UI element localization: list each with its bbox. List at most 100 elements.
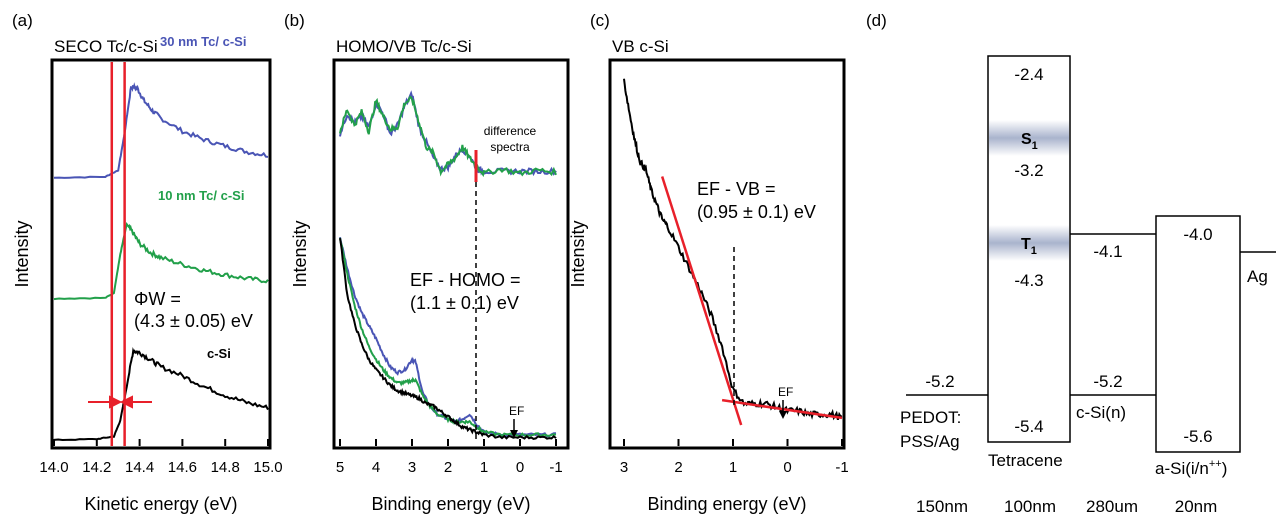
asi-name-superscript: ++ (1209, 458, 1222, 470)
panel-c-x-ticks: 3 2 1 0 -1 (620, 439, 849, 476)
panel-b-annotation-line1: EF - HOMO = (410, 270, 521, 290)
panel-a-series-line-2 (53, 346, 269, 442)
panel-b-x-tick-label: 4 (372, 459, 380, 476)
panel-b-ef-label: EF (509, 404, 524, 418)
t1-subscript: 1 (1031, 245, 1037, 257)
tetracene-level-t1: -4.3 (1014, 271, 1043, 290)
tetracene-s1-band (989, 120, 1069, 156)
panel-c-label: (c) (590, 11, 610, 30)
panel-b-difference-label-2: spectra (490, 140, 530, 154)
panel-a-x-tick-label: 14.4 (125, 459, 154, 476)
panel-b: (b) HOMO/VB Tc/c-Si Intensity Binding en… (284, 11, 570, 514)
asi-name-close: ) (1222, 459, 1228, 478)
panel-b-x-tick-label: -1 (549, 459, 562, 476)
panel-b-xlabel: Binding energy (eV) (371, 494, 530, 514)
panel-b-annotation-line2: (1.1 ± 0.1) eV (410, 293, 519, 313)
panel-b-label: (b) (284, 11, 305, 30)
panel-a-x-tick-label: 14.0 (39, 459, 68, 476)
panel-a-x-ticks: 14.0 14.2 14.4 14.6 14.8 15.0 (39, 439, 283, 476)
panel-a-x-tick-label: 14.6 (168, 459, 197, 476)
asi-name: a-Si(i/n++) (1155, 458, 1227, 478)
panel-d-label: (d) (866, 11, 887, 30)
panel-c-series (623, 78, 843, 426)
panel-a-series-line-0 (53, 82, 269, 179)
panel-c-x-tick-label: 0 (783, 459, 791, 476)
panel-b-x-tick-label: 0 (516, 459, 524, 476)
thickness-csi: 280um (1086, 497, 1138, 516)
tetracene-s1-label: S1 (1021, 131, 1038, 152)
tetracene-t1-band (989, 225, 1069, 261)
panel-a-legend-30nm: 30 nm Tc/ c-Si (160, 34, 246, 49)
thickness-pedot: 150nm (916, 497, 968, 516)
pedot-level-label: -5.2 (925, 372, 954, 391)
tetracene-level-bottom: -5.4 (1014, 417, 1043, 436)
panel-d: (d) -5.2 PEDOT: PSS/Ag -2.4 S1 -3.2 T1 -… (866, 11, 1276, 516)
tetracene-level-top: -2.4 (1014, 65, 1043, 84)
thickness-asi: 20nm (1175, 497, 1218, 516)
csi-level-top-label: -4.1 (1093, 242, 1122, 261)
pedot-name-line1: PEDOT: (900, 408, 961, 427)
panel-c-ef-label: EF (778, 385, 793, 399)
tetracene-t1-label: T1 (1021, 236, 1037, 257)
panel-b-difference-label-1: difference (484, 124, 537, 138)
panel-b-title: HOMO/VB Tc/c-Si (336, 37, 472, 56)
panel-c-annotation-line1: EF - VB = (697, 179, 776, 199)
asi-level-top: -4.0 (1183, 225, 1212, 244)
panel-c-frame (608, 58, 846, 450)
panel-b-x-tick-label: 3 (408, 459, 416, 476)
panel-b-series-line-4 (339, 95, 557, 178)
panel-c-x-tick-label: 2 (674, 459, 682, 476)
csi-level-bottom-label: -5.2 (1093, 372, 1122, 391)
t1-main: T (1021, 236, 1031, 253)
panel-a-frame (50, 58, 272, 450)
panel-c-series-line-0 (623, 78, 843, 421)
panel-a-width-arrows (88, 395, 152, 409)
panel-b-frame (332, 58, 570, 450)
s1-subscript: 1 (1032, 140, 1038, 152)
csi-name: c-Si(n) (1076, 403, 1126, 422)
panel-c-xlabel: Binding energy (eV) (647, 494, 806, 514)
panel-a-xlabel: Kinetic energy (eV) (84, 494, 237, 514)
panel-c-ylabel: Intensity (568, 220, 588, 287)
panel-a-x-tick-label: 15.0 (253, 459, 282, 476)
ag-name: Ag (1247, 267, 1268, 286)
panel-c: (c) VB c-Si Intensity Binding energy (eV… (568, 11, 849, 514)
panel-c-title: VB c-Si (612, 37, 669, 56)
asi-name-main: a-Si(i/n (1155, 459, 1209, 478)
panel-b-x-tick-label: 5 (336, 459, 344, 476)
panel-c-annotation-line2: (0.95 ± 0.1) eV (697, 202, 816, 222)
panel-c-x-tick-label: 1 (729, 459, 737, 476)
panel-b-series (339, 90, 557, 440)
s1-main: S (1021, 131, 1032, 148)
tetracene-box (987, 55, 1071, 443)
panel-a-series (53, 82, 269, 442)
panel-a-ylabel: Intensity (12, 220, 32, 287)
asi-box (1155, 215, 1241, 453)
panel-a-legend-csi: c-Si (207, 346, 231, 361)
panel-c-fit-line-0 (660, 176, 743, 426)
tetracene-name: Tetracene (988, 451, 1063, 470)
panel-b-series-line-1 (339, 237, 557, 438)
thickness-tetracene: 100nm (1004, 497, 1056, 516)
panel-a-legend-10nm: 10 nm Tc/ c-Si (158, 188, 244, 203)
panel-b-series-line-2 (339, 238, 557, 440)
panel-c-x-tick-label: 3 (620, 459, 628, 476)
panel-a-title: SECO Tc/c-Si (54, 37, 158, 56)
panel-b-x-tick-label: 2 (444, 459, 452, 476)
panel-a-cutoff-lines (110, 62, 126, 446)
panel-a-x-tick-label: 14.2 (82, 459, 111, 476)
panel-a-workfunction-line2: (4.3 ± 0.05) eV (134, 311, 253, 331)
panel-c-ef-arrowhead (779, 411, 787, 419)
panel-b-ylabel: Intensity (290, 220, 310, 287)
panel-c-fit-line-1 (721, 398, 843, 420)
panel-b-x-ticks: 5 4 3 2 1 0 -1 (336, 439, 563, 476)
panel-b-ef-arrowhead (510, 430, 518, 438)
panel-a: (a) SECO Tc/c-Si Intensity Kinetic energ… (12, 11, 283, 514)
tetracene-level-s1: -3.2 (1014, 161, 1043, 180)
panel-b-x-tick-label: 1 (480, 459, 488, 476)
panel-c-x-tick-label: -1 (835, 459, 848, 476)
panel-a-x-tick-label: 14.8 (211, 459, 240, 476)
panel-a-label: (a) (12, 11, 33, 30)
asi-level-bottom: -5.6 (1183, 427, 1212, 446)
